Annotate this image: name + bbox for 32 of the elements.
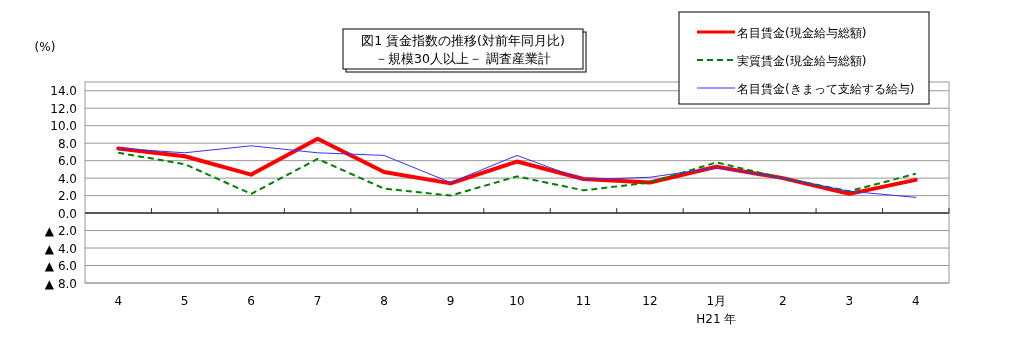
x-tick-label: 5 [180,294,189,308]
x-tick-label: 12 [642,294,658,308]
x-tick-label: 4 [911,294,920,308]
legend-label: 名目賃金(きまって支給する給与) [737,81,915,96]
y-tick-label: 12.0 [50,101,77,116]
x-tick-label: 7 [313,294,322,308]
x-tick-label: 8 [380,294,388,308]
y-tick-label: ▲ 6.0 [44,259,77,274]
x-tick-label: 4 [114,294,123,308]
x-tick-label: 2 [779,294,787,308]
y-tick-label: ▲ 4.0 [44,241,77,256]
x-tick-label: 10 [509,294,525,308]
y-tick-label: 4.0 [57,171,77,186]
y-tick-label: 14.0 [50,84,77,99]
x-tick-label: 6 [247,294,255,308]
y-tick-label: 8.0 [57,136,77,151]
x-tick-label: 11 [575,294,592,308]
y-axis-title: (%) [34,40,56,54]
x-tick-label: 9 [446,294,455,308]
y-tick-label: 2.0 [57,189,77,204]
y-tick-label: 10.0 [50,119,77,134]
y-tick-label: 6.0 [57,154,77,169]
legend-label: 実質賃金(現金給与総額) [737,53,867,68]
legend-label: 名目賃金(現金給与総額) [737,25,867,40]
y-tick-label: ▲ 8.0 [44,276,77,291]
text: H21 年 [696,312,737,326]
x-tick-label: 3 [845,294,854,308]
x-tick-label: 1月 [706,294,727,308]
y-tick-label: ▲ 2.0 [44,224,77,239]
chart-title: 図1 賃金指数の推移(対前年同月比) [361,33,565,48]
chart-subtitle: －規模30人以上－ 調査産業計 [375,51,551,66]
y-tick-label: 0.0 [57,206,77,221]
